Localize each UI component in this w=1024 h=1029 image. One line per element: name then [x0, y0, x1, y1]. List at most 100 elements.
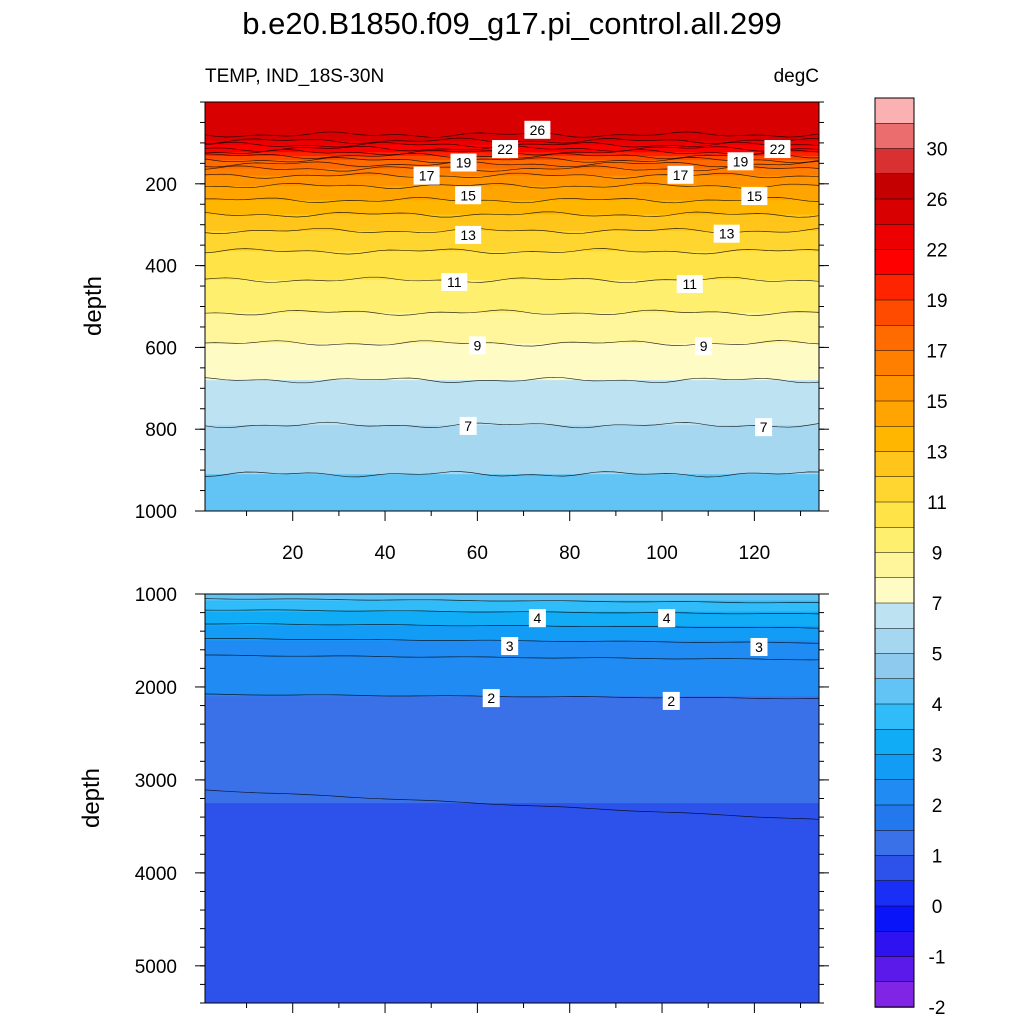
contour-label-text: 19 [733, 153, 749, 169]
colorbar-label: 11 [927, 493, 947, 514]
colorbar-box [874, 628, 915, 655]
lower-panel: 4 4 3 3 2 2 1000 2000 3000 4000 5000 depth [78, 585, 829, 1013]
contour-label-text: 17 [419, 168, 435, 184]
colorbar-box [874, 653, 915, 680]
colorbar-label: -2 [929, 998, 946, 1019]
contour-label-box [676, 275, 703, 294]
y-tick-label: 400 [145, 257, 177, 278]
contour-line [205, 276, 819, 284]
contour-label-box [755, 418, 773, 437]
contour-line [205, 598, 819, 604]
x-tick-label: 100 [646, 543, 678, 564]
colorbar-box [874, 931, 915, 958]
y-tick-label: 1000 [135, 585, 177, 606]
contour-label-box [528, 609, 546, 628]
contour-label: 7 [755, 418, 773, 437]
contour-fill-band [205, 134, 819, 142]
contour-line [205, 309, 819, 316]
colorbar-label: 1 [932, 847, 943, 868]
contour-label-text: 26 [530, 122, 546, 138]
upper-axes: 200 400 600 800 1000 20 40 60 80 100 120 [135, 101, 829, 564]
contour-fill-band [205, 696, 819, 805]
x-tick-label: 80 [559, 543, 580, 564]
colorbar-boxes [874, 97, 915, 1008]
contour-line [205, 165, 819, 172]
colorbar-label: -1 [929, 948, 946, 969]
contour-label-text: 19 [456, 155, 472, 171]
colorbar-box [874, 855, 915, 882]
contour-label-text: 22 [770, 141, 786, 157]
contour-label: 11 [676, 275, 703, 294]
contour-label-box [658, 609, 676, 628]
contour-label-text: 4 [533, 610, 541, 626]
contour-label: 3 [750, 637, 768, 656]
contour-fill-band [205, 200, 819, 216]
colorbar-label: 30 [926, 140, 947, 161]
colorbar-box [874, 678, 915, 705]
colorbar-label: 26 [926, 190, 947, 211]
contour-label: 22 [492, 140, 519, 159]
contour-fill-band [205, 657, 819, 698]
contour-label: 17 [667, 165, 694, 184]
contour-fill-band [205, 155, 819, 162]
contour-label-box [441, 272, 468, 291]
contour-line [205, 623, 819, 629]
y-tick-label: 200 [145, 175, 177, 196]
colorbar-box [874, 97, 915, 124]
contour-label: 9 [468, 336, 486, 355]
colorbar-label: 4 [932, 695, 943, 716]
contour-label-text: 4 [663, 610, 671, 626]
colorbar-box [874, 729, 915, 756]
contour-line [205, 161, 819, 168]
contour-label-text: 11 [682, 276, 697, 292]
variable-subtitle: TEMP, IND_18S-30N [205, 66, 384, 87]
colorbar-box [874, 703, 915, 730]
contour-label: 13 [713, 224, 740, 243]
contour-label-box [455, 186, 482, 205]
x-tick-label: 60 [467, 543, 488, 564]
contour-line [205, 340, 819, 347]
colorbar-box [874, 325, 915, 352]
contour-label-box [450, 153, 477, 172]
contour-label-text: 22 [497, 141, 513, 157]
colorbar-box [874, 375, 915, 402]
contour-label-text: 2 [487, 690, 495, 706]
contour-fill-band [205, 625, 819, 642]
y-tick-label: 4000 [135, 864, 177, 885]
contour-label-box [727, 152, 754, 171]
contour-label-box [764, 140, 791, 159]
contour-fill-band [205, 343, 819, 382]
colorbar-box [874, 173, 915, 200]
contour-label: 3 [501, 637, 519, 656]
contour-label: 13 [455, 225, 482, 244]
contour-fill-band [205, 474, 819, 511]
colorbar-label: 19 [926, 291, 947, 312]
colorbar-box [874, 198, 915, 225]
contour-fill-band [205, 425, 819, 476]
contour-label: 4 [658, 609, 676, 628]
contour-label-text: 11 [447, 274, 462, 290]
contour-fill-band [205, 803, 819, 1003]
colorbar-label: 7 [932, 594, 943, 615]
contour-fill-band [205, 164, 819, 170]
contour-label: 2 [482, 689, 500, 708]
y-tick-label: 3000 [135, 771, 177, 792]
contour-line [205, 421, 819, 429]
colorbar-box [874, 274, 915, 301]
colorbar-label: 0 [932, 897, 943, 918]
contour-label-text: 13 [719, 226, 735, 242]
colorbar-box [874, 527, 915, 554]
colorbar-frame [874, 97, 915, 1008]
colorbar-box [874, 602, 915, 629]
colorbar-box [874, 476, 915, 503]
colorbar-box [874, 905, 915, 932]
contour-fill-band [205, 380, 819, 427]
contour-label-text: 7 [464, 418, 472, 434]
colorbar-box [874, 426, 915, 453]
contour-label: 4 [528, 609, 546, 628]
contour-fill-band [205, 594, 819, 602]
contour-label: 22 [764, 140, 791, 159]
contour-label-text: 3 [506, 638, 514, 654]
contour-fill-band [205, 214, 819, 232]
contour-label-text: 7 [760, 419, 768, 435]
